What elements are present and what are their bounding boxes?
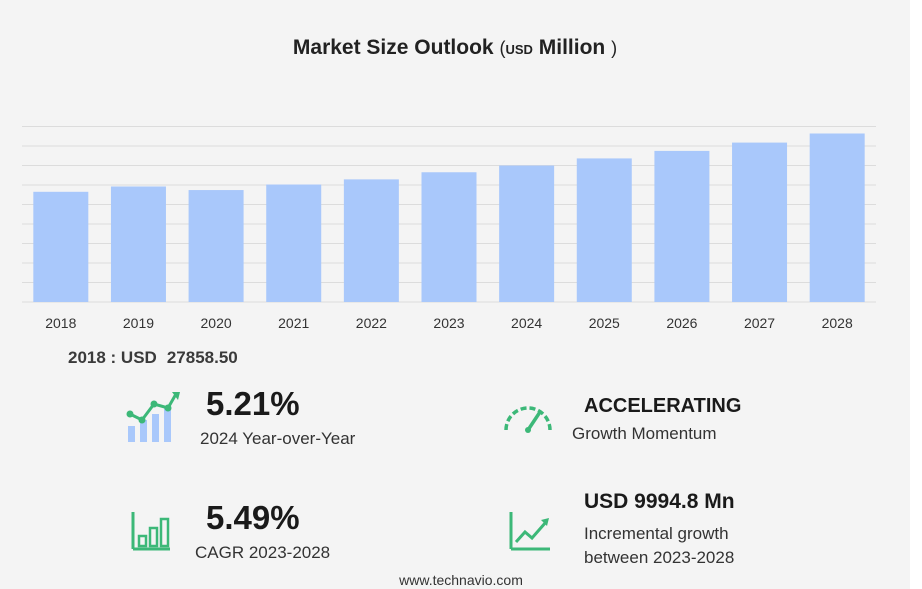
bar-2020 (188, 190, 244, 302)
incremental-label-line1: Incremental growth (584, 524, 729, 543)
title-unit-scale: Million (538, 36, 606, 59)
x-tick-label-2028: 2028 (822, 315, 853, 331)
x-tick-label-2020: 2020 (201, 315, 232, 331)
bar-chart: 2018 2019 2020 2021 2022 2023 2024 2025 2026 2027… (22, 126, 876, 331)
bar-2028 (809, 133, 865, 302)
x-tick-label-2023: 2023 (433, 315, 464, 331)
base-year-number: 27858.50 (166, 348, 238, 367)
base-year-label: 2018 : USD (68, 348, 157, 367)
bar-2025 (576, 158, 632, 302)
bar-chart-icon (131, 512, 170, 551)
bar-2022 (343, 179, 399, 302)
title-main: Market Size Outlook (292, 36, 494, 59)
bar-2019 (110, 186, 166, 302)
bar-2021 (266, 184, 322, 302)
incremental-label-line2: between 2023-2028 (584, 548, 735, 567)
x-tick-label-2019: 2019 (123, 315, 154, 331)
cagr-value: 5.49% (206, 499, 300, 536)
bar-2026 (654, 150, 710, 302)
cagr-label: CAGR 2023-2028 (195, 543, 331, 562)
base-year-value: 2018 : USD 27858.50 (68, 348, 238, 368)
x-tick-label-2027: 2027 (744, 315, 775, 331)
speedometer-icon (504, 406, 552, 433)
x-tick-label-2025: 2025 (589, 315, 620, 331)
x-tick-label-2018: 2018 (45, 315, 76, 331)
bar-2023 (421, 172, 477, 302)
yoy-label: 2024 Year-over-Year (200, 429, 356, 448)
footer-url[interactable]: www.technavio.com (399, 572, 523, 588)
page-edge (910, 0, 922, 589)
yoy-value: 5.21% (206, 385, 300, 422)
bar-2027 (732, 142, 788, 302)
title-paren-open: ( (499, 38, 506, 58)
x-tick-label-2021: 2021 (278, 315, 309, 331)
x-tick-label-2024: 2024 (511, 315, 542, 331)
bar-2024 (499, 165, 555, 302)
x-tick-label-2026: 2026 (666, 315, 697, 331)
x-tick-label-2022: 2022 (356, 315, 387, 331)
trend-line-icon (509, 512, 550, 551)
title-unit-currency: USD (505, 42, 533, 57)
momentum-value: ACCELERATING (584, 395, 742, 417)
title-paren-close: ) (611, 38, 618, 58)
momentum-label: Growth Momentum (572, 424, 717, 443)
incremental-value: USD 9994.8 Mn (584, 490, 735, 513)
chart-title: Market Size Outlook (USD Million ) (0, 36, 910, 60)
growth-bars-icon (126, 392, 180, 442)
bar-2018 (33, 191, 89, 302)
